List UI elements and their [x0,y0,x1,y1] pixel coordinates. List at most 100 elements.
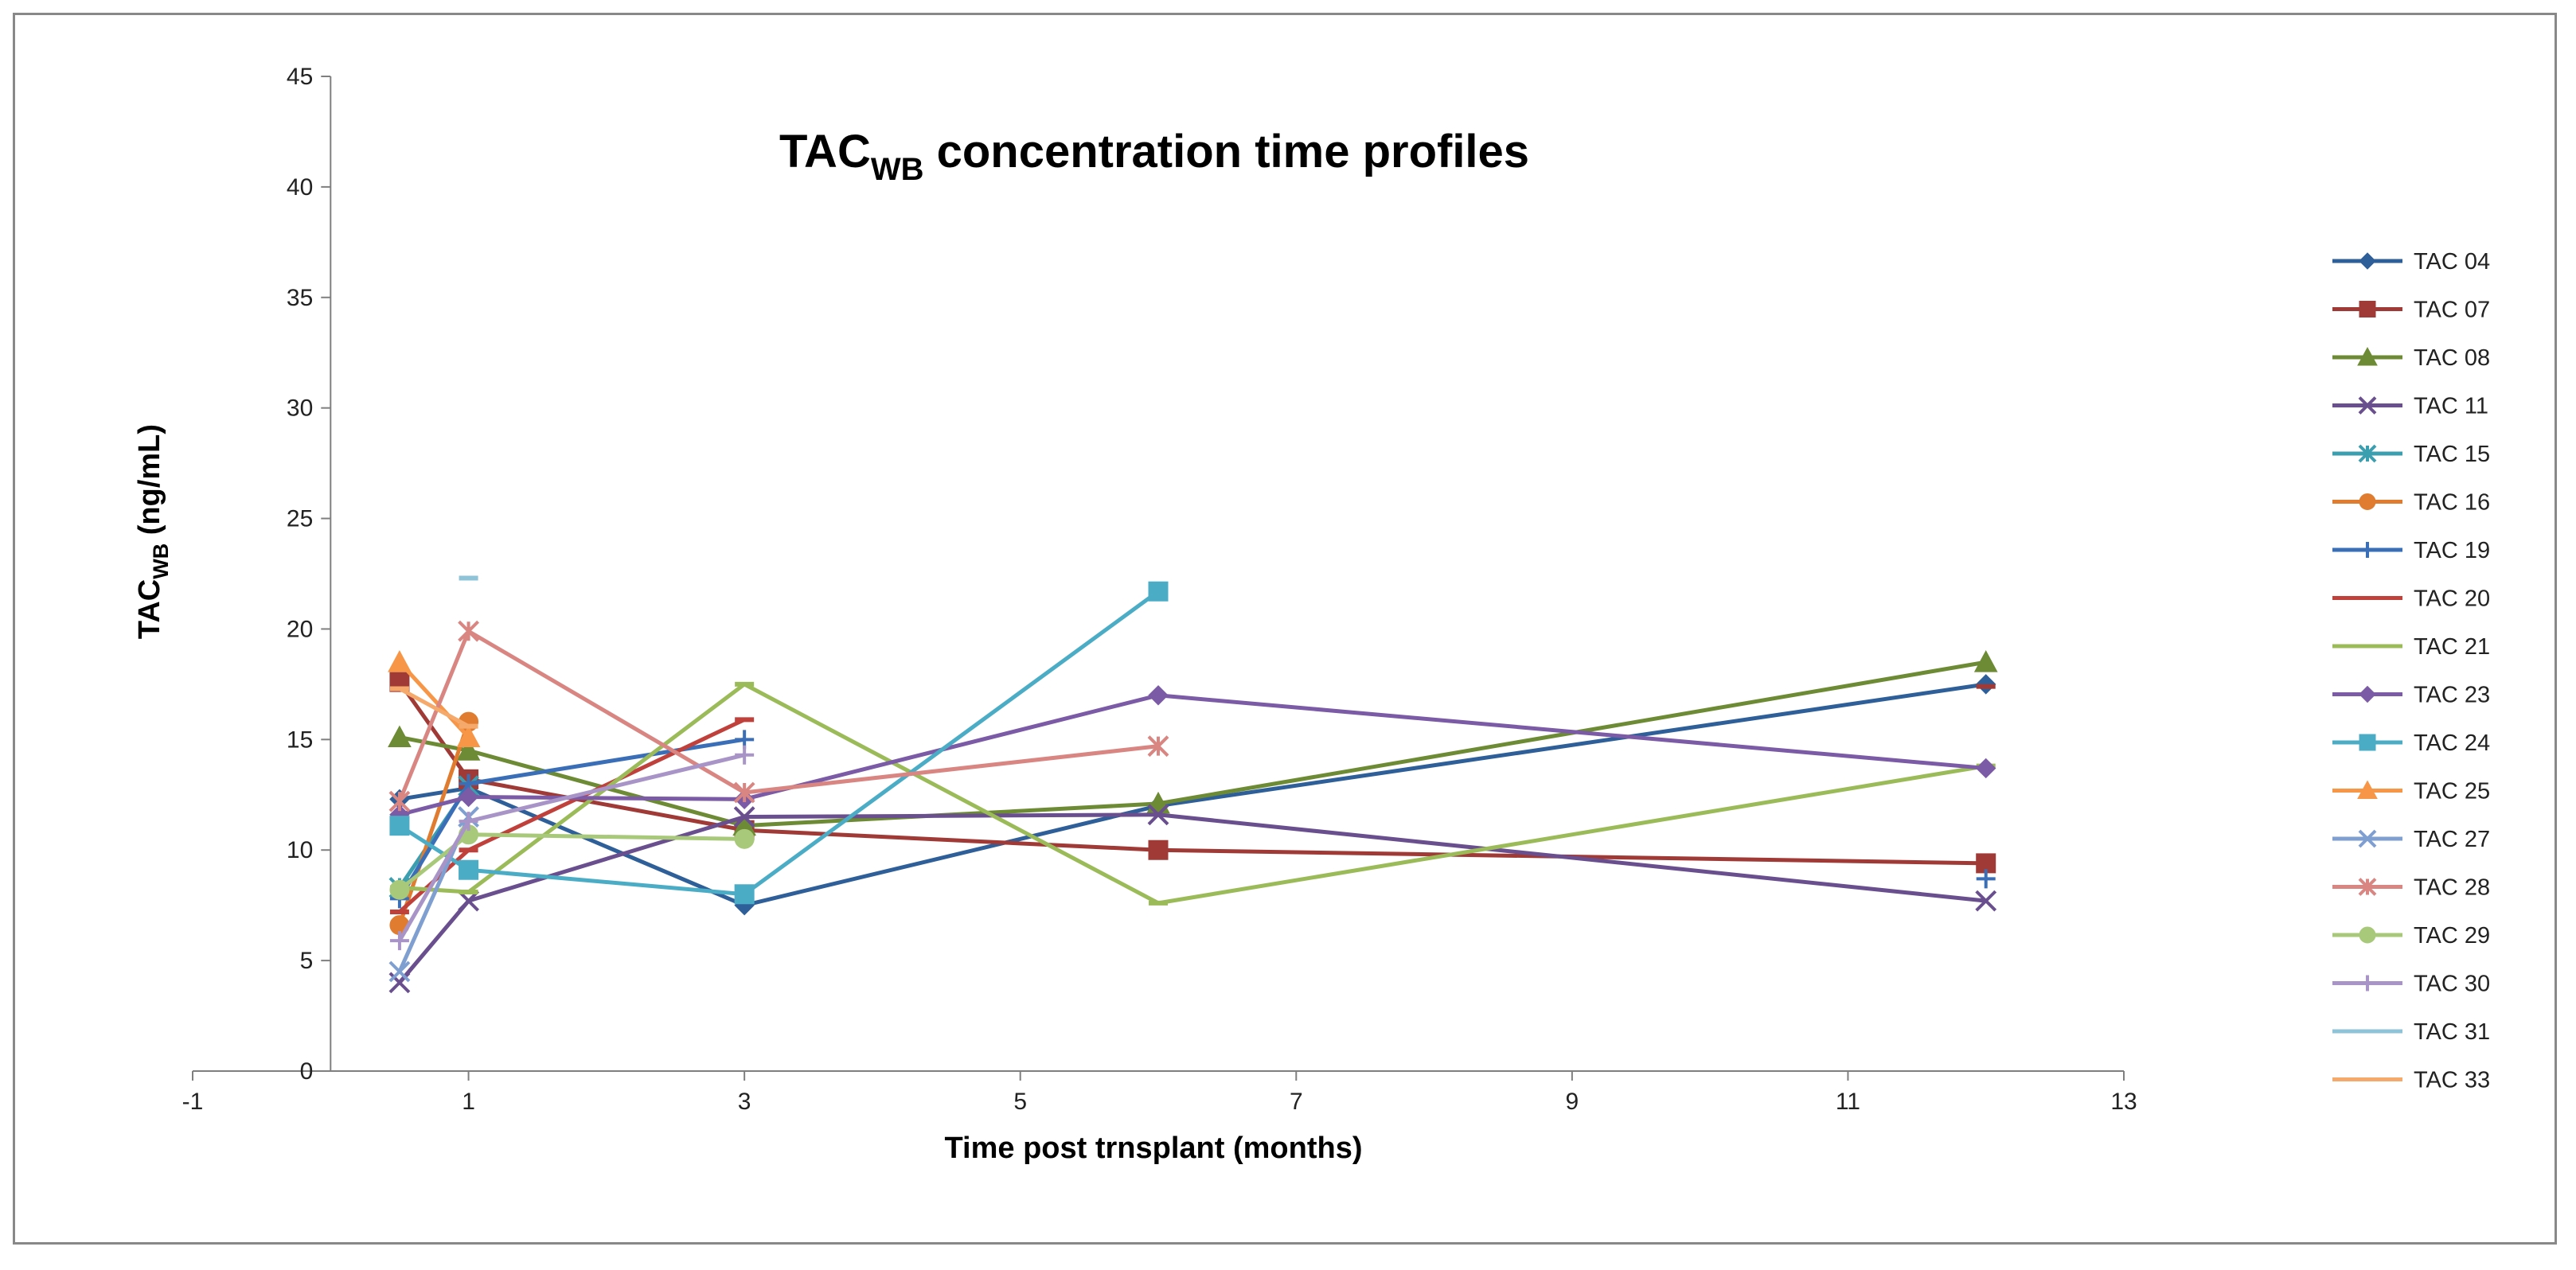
legend-item-tac-04: TAC 04 [2332,249,2490,275]
legend-label: TAC 24 [2414,730,2490,756]
legend-item-tac-07: TAC 07 [2332,298,2490,323]
x-axis-title: Time post trnsplant (months) [945,1132,1363,1165]
legend-label: TAC 08 [2414,345,2490,371]
series-line-tac-24 [398,590,1160,897]
legend-marker [2357,780,2378,799]
legend-item-tac-24: TAC 24 [2332,730,2490,756]
series-tac-24 [389,581,1169,905]
legend-label: TAC 11 [2414,394,2488,419]
series-line-tac-28 [397,629,1159,803]
data-point-tac-08 [388,725,412,748]
series-line-tac-21 [399,682,1987,906]
y-tick-label: 45 [287,64,313,90]
legend-marker [2358,396,2377,415]
y-tick-label: 5 [300,948,314,974]
legend-item-tac-16: TAC 16 [2332,490,2490,516]
legend-marker [2358,878,2377,896]
data-point-tac-24 [389,816,410,836]
x-tick-label: -1 [182,1089,204,1115]
data-point-tac-23 [1148,685,1169,706]
plot-area [388,575,1998,994]
legend-item-tac-23: TAC 23 [2332,683,2490,708]
y-axis-title: TACWB (ng/mL) [133,424,173,639]
y-tick-label: 20 [287,616,313,642]
data-point-tac-24 [459,859,479,880]
y-tick-label: 30 [287,395,313,422]
data-point-tac-08 [1973,650,1998,672]
legend-label: TAC 28 [2414,875,2490,901]
x-tick-label: 11 [1836,1089,1860,1115]
legend-item-tac-11: TAC 11 [2332,394,2488,419]
data-point-tac-07 [1148,840,1169,860]
data-point-tac-25 [456,725,481,748]
legend-label: TAC 25 [2414,779,2490,804]
series-tac-20 [389,717,755,914]
series-tac-28 [388,620,1169,812]
legend-label: TAC 33 [2414,1068,2490,1093]
series-line-tac-33 [398,687,470,728]
legend-marker [2359,926,2376,944]
legend-item-tac-30: TAC 30 [2332,972,2490,997]
legend-item-tac-25: TAC 25 [2332,779,2490,804]
legend-label: TAC 07 [2414,298,2490,323]
series-tac-08 [388,650,1998,836]
data-point-tac-23 [1976,758,1996,779]
legend-marker [2359,975,2375,991]
legend-marker [2357,346,2378,366]
x-tick-label: 5 [1013,1089,1027,1115]
legend-marker [2359,301,2376,318]
legend-label: TAC 20 [2414,586,2490,612]
legend-marker [2359,252,2376,270]
legend-item-tac-27: TAC 27 [2332,827,2490,852]
series-line-tac-25 [398,660,470,739]
data-point-tac-24 [1148,581,1169,602]
x-tick-label: 13 [2110,1089,2137,1115]
x-tick-label: 3 [738,1089,751,1115]
legend-label: TAC 04 [2414,249,2490,275]
legend-label: TAC 31 [2414,1019,2490,1045]
y-tick-label: 15 [287,727,313,753]
data-point-tac-19 [1976,869,1996,889]
legend-item-tac-19: TAC 19 [2332,538,2490,563]
data-point-tac-08 [456,738,481,761]
series-tac-25 [388,650,481,748]
series-tac-33 [389,686,478,729]
data-point-tac-30 [735,745,755,765]
legend-marker [2358,444,2377,463]
legend-marker [2359,734,2376,751]
legend-item-tac-28: TAC 28 [2332,875,2490,901]
legend-item-tac-29: TAC 29 [2332,923,2490,949]
data-point-tac-25 [388,650,412,672]
data-point-tac-29 [734,828,755,849]
legend-item-tac-20: TAC 20 [2332,586,2490,612]
x-tick-label: 1 [462,1089,475,1115]
data-point-tac-28 [458,620,479,642]
legend-label: TAC 16 [2414,490,2490,516]
legend: TAC 04 TAC 07 TAC 08 TAC 11 TAC 15 TAC 16 TAC … [2332,249,2490,1093]
legend-marker [2359,685,2376,703]
data-point-tac-11 [733,806,755,828]
data-point-tac-24 [734,884,755,905]
legend-label: TAC 29 [2414,923,2490,949]
y-tick-label: 10 [287,837,313,863]
legend-label: TAC 30 [2414,972,2490,997]
chart-title: TACWB concentration time profiles [779,126,1529,187]
legend-label: TAC 15 [2414,442,2490,467]
x-tick-label: 7 [1290,1089,1303,1115]
legend-item-tac-31: TAC 31 [2332,1019,2490,1045]
x-tick-label: 9 [1566,1089,1579,1115]
y-tick-label: 40 [287,174,313,201]
legend-marker [2359,493,2376,510]
data-point-tac-11 [1975,890,1997,912]
y-tick-label: 25 [287,506,313,532]
data-point-tac-28 [388,790,411,812]
chart-frame [13,13,2557,1245]
y-tick-label: 35 [287,285,313,311]
legend-marker [2358,829,2377,848]
legend-item-tac-21: TAC 21 [2332,634,2490,660]
data-point-tac-29 [389,879,410,900]
legend-label: TAC 27 [2414,827,2490,852]
data-point-tac-28 [733,781,755,804]
